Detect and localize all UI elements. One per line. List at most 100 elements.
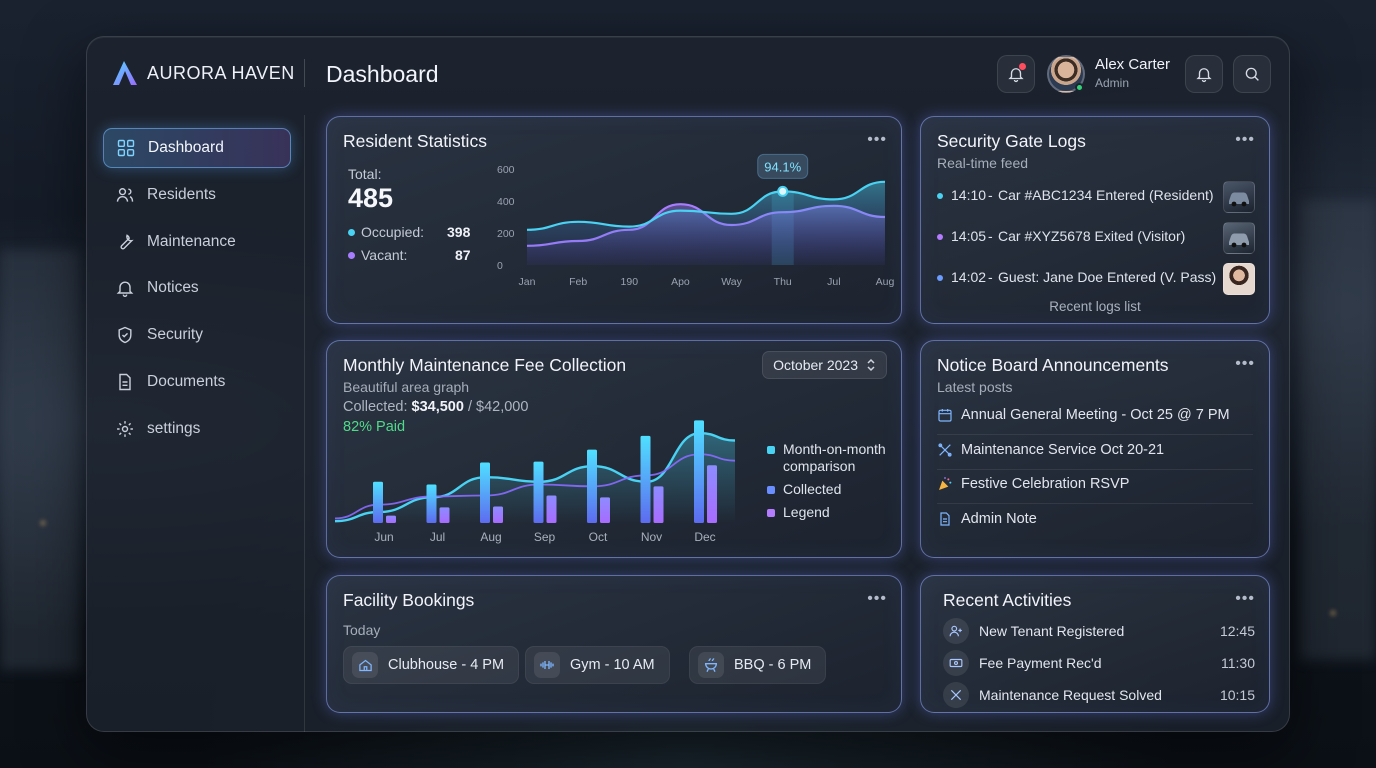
notice-item[interactable]: Maintenance Service Oct 20-21 [937,442,1164,458]
brand-name: AURORA HAVEN [147,62,295,83]
legend-swatch [767,485,775,494]
card-title: Security Gate Logs [937,131,1086,151]
bar-primary [640,435,651,523]
booking-chip[interactable]: BBQ - 6 PM [689,646,827,684]
avatar[interactable] [1047,55,1085,93]
legend-item: Collected [767,481,897,498]
header-divider [304,59,305,87]
paid-percentage: 82% Paid [343,419,406,435]
notice-text: Annual General Meeting - Oct 25 @ 7 PM [961,407,1230,423]
party-icon [939,477,952,490]
bar-primary [426,484,437,523]
x-tick-label: Way [721,276,742,288]
notifications-button[interactable] [997,55,1035,93]
x-tick-label: 190 [621,276,639,288]
sidebar-item-label: Dashboard [148,139,224,156]
activity-item[interactable]: New Tenant Registered 12:45 [943,618,1255,644]
bar-secondary [600,497,610,523]
log-entry[interactable]: 14:05 - Car #XYZ5678 Exited (Visitor) [937,222,1257,256]
alerts-button[interactable] [1185,55,1223,93]
resident-statistics-card: Resident Statistics ••• Total: 485 Occup… [326,116,902,324]
log-time: 14:10 [951,187,987,203]
maintenance-fee-card: Monthly Maintenance Fee Collection Beaut… [326,340,902,558]
car-thumbnail [1223,181,1255,213]
user-add-icon [943,618,969,644]
legend-label: Collected [783,481,842,497]
y-tick-label: 600 [497,164,515,176]
grill-icon [698,652,724,678]
tooltip-label: 94.1% [764,159,801,174]
sidebar-item-documents[interactable]: Documents [103,362,291,402]
background-building [0,250,80,670]
wrench-icon [120,234,134,250]
x-tick-label: Dec [694,530,715,544]
card-title: Monthly Maintenance Fee Collection [343,355,627,375]
activity-time: 11:30 [1221,655,1255,671]
online-status-indicator [1075,83,1084,92]
brand[interactable]: AURORA HAVEN [111,59,295,87]
app-window: AURORA HAVEN Dashboard Alex Carter Admin… [86,36,1290,732]
sidebar-item-label: Documents [147,373,226,390]
sidebar-divider [304,115,305,732]
period-select[interactable]: October 2023 [762,351,887,379]
y-tick-label: 0 [497,260,503,272]
booking-chip[interactable]: Clubhouse - 4 PM [343,646,520,684]
background-light [40,520,46,526]
notice-item[interactable]: Admin Note [937,511,1037,527]
sidebar-item-security[interactable]: Security [103,315,291,355]
sidebar-item-residents[interactable]: Residents [103,175,291,215]
status-dot [937,193,943,199]
legend-item: Month-on-month comparison [767,441,897,475]
log-entry[interactable]: 14:10 - Car #ABC1234 Entered (Resident) [937,181,1257,215]
x-tick-label: Apo [671,276,690,288]
bar-secondary [653,486,664,523]
search-icon [1245,67,1259,81]
x-tick-label: Aug [876,276,895,288]
more-options-button[interactable]: ••• [867,131,887,148]
notice-board-card: Notice Board Announcements Latest posts … [920,340,1270,558]
card-subtitle: Today [343,622,381,638]
bar-primary [480,462,490,523]
log-separator: - [988,228,993,244]
more-options-button[interactable]: ••• [867,590,887,607]
card-title: Recent Activities [943,590,1072,610]
more-options-button[interactable]: ••• [1235,355,1255,372]
bar-secondary [546,495,557,523]
notice-item[interactable]: Festive Celebration RSVP [937,476,1129,492]
search-button[interactable] [1233,55,1271,93]
more-options-button[interactable]: ••• [1235,590,1255,607]
collected-label: Collected: [343,399,408,415]
vacant-dot [348,252,355,259]
divider [937,434,1253,435]
car-icon [1229,192,1249,207]
sidebar-item-maintenance[interactable]: Maintenance [103,222,291,262]
activity-time: 12:45 [1219,623,1255,639]
bar-secondary [439,507,450,523]
user-name: Alex Carter [1095,56,1171,73]
log-entry[interactable]: 14:02 - Guest: Jane Doe Entered (V. Pass… [937,263,1257,297]
logs-footer[interactable]: Recent logs list [1049,299,1141,314]
sidebar-item-settings[interactable]: settings [103,409,291,449]
chart-legend: Month-on-month comparison Collected Lege… [767,441,897,521]
document-icon [940,512,950,526]
sidebar-item-notices[interactable]: Notices [103,268,291,308]
activity-item[interactable]: Maintenance Request Solved 10:15 [943,682,1255,708]
booking-chip[interactable]: Gym - 10 AM [525,646,670,684]
collected-summary: Collected: $34,500 / $42,000 [343,399,528,415]
x-tick-label: Feb [569,276,587,288]
more-options-button[interactable]: ••• [1235,131,1255,148]
tools-icon [943,682,969,708]
bar-primary [587,449,597,523]
log-text: Car #ABC1234 Entered (Resident) [998,187,1214,203]
sidebar-item-label: Maintenance [147,233,236,250]
sidebar-item-dashboard[interactable]: Dashboard [103,128,291,168]
collected-total: / $42,000 [467,399,529,415]
activity-item[interactable]: Fee Payment Rec'd 11:30 [943,650,1255,676]
log-text: Car #XYZ5678 Exited (Visitor) [998,228,1186,244]
bar-secondary [707,465,717,523]
vacant-value: 87 [455,247,471,263]
sidebar-item-label: Security [147,326,203,343]
x-tick-label: Nov [641,530,662,544]
x-tick-label: Jul [430,530,445,544]
notice-item[interactable]: Annual General Meeting - Oct 25 @ 7 PM [937,407,1230,423]
